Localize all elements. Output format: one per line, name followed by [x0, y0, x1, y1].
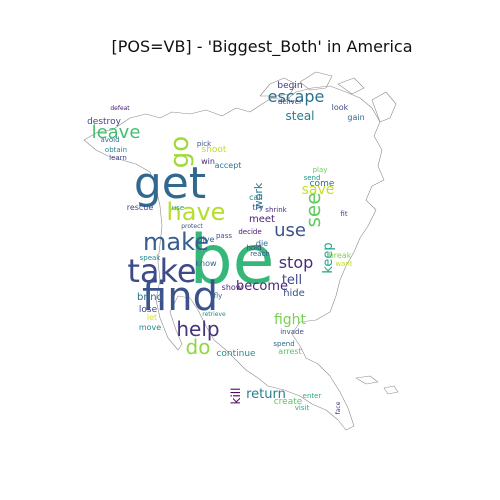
word-help: help — [176, 317, 219, 341]
word-break: break — [329, 251, 352, 260]
word-accept: accept — [215, 161, 242, 170]
chart-title: [POS=VB] - 'Biggest_Both' in America — [111, 37, 412, 57]
word-know: know — [195, 259, 217, 268]
word-move: move — [139, 323, 161, 332]
word-want: want — [335, 260, 352, 268]
word-decide: decide — [238, 228, 261, 236]
word-deliver: deliver — [278, 98, 302, 106]
word-face: face — [335, 401, 342, 414]
word-meet: meet — [249, 214, 275, 225]
word-escape: escape — [268, 87, 325, 106]
word-call: call — [249, 193, 263, 202]
word-fit: fit — [340, 210, 347, 218]
continent-outline — [83, 85, 385, 431]
word-look: look — [332, 103, 349, 112]
word-destroy: destroy — [87, 117, 121, 127]
word-begin: begin — [277, 81, 302, 91]
word-play: play — [313, 166, 328, 174]
word-return: return — [246, 387, 286, 402]
word-fight: fight — [274, 312, 307, 328]
arctic-island-3 — [337, 77, 365, 95]
word-obtain: obtain — [105, 146, 127, 154]
word-leave: leave — [92, 122, 141, 143]
word-fly: fly — [214, 292, 223, 300]
word-hide: hide — [283, 288, 305, 299]
word-protect: protect — [181, 223, 203, 230]
word-see: see — [301, 192, 325, 227]
word-arrest: arrest — [278, 347, 301, 356]
north-america-outline — [83, 71, 399, 431]
word-do: do — [186, 335, 211, 359]
word-steal: steal — [285, 109, 314, 123]
word-enter: enter — [303, 392, 322, 400]
word-keep: keep — [321, 242, 336, 273]
word-avoid: avoid — [100, 136, 119, 144]
word-go: go — [165, 136, 195, 168]
word-have: have — [167, 198, 226, 226]
arctic-island-2 — [299, 71, 333, 91]
word-hold: hold — [246, 244, 261, 252]
word-create: create — [274, 397, 303, 407]
word-get: get — [134, 158, 206, 209]
word-tell: tell — [282, 273, 302, 288]
arctic-island-1 — [259, 77, 297, 97]
word-gain: gain — [347, 113, 364, 122]
word-stop: stop — [279, 253, 314, 272]
word-become: become — [236, 279, 288, 294]
word-pick: pick — [197, 140, 212, 148]
word-rescue: rescue — [127, 203, 154, 212]
word-take: take — [127, 252, 196, 290]
word-let: let — [147, 313, 157, 322]
word-find: find — [142, 274, 218, 320]
word-visit: visit — [295, 404, 310, 412]
word-shrink: shrink — [265, 206, 287, 214]
word-defeat: defeat — [110, 105, 130, 112]
word-give: give — [198, 235, 215, 244]
word-send: send — [304, 174, 321, 182]
word-be: be — [190, 221, 275, 300]
word-use: use — [274, 220, 306, 241]
word-bring: bring — [137, 292, 163, 303]
word-lose: lose — [139, 305, 158, 315]
word-retrieve: retrieve — [202, 311, 226, 318]
greenland-edge — [371, 91, 397, 123]
word-shoot: shoot — [202, 145, 227, 155]
word-win: win — [201, 157, 215, 166]
word-show: show — [222, 283, 243, 292]
word-learn: learn — [109, 154, 127, 162]
word-pass: pass — [216, 232, 232, 240]
word-continue: continue — [216, 349, 256, 359]
word-spend: spend — [273, 340, 294, 348]
word-die: die — [256, 239, 268, 248]
word-invade: invade — [280, 328, 304, 336]
word-save: save — [302, 182, 335, 198]
word-work: work — [252, 182, 265, 209]
word-make: make — [143, 228, 209, 256]
word-use: use — [172, 204, 184, 212]
word-try: try — [252, 203, 263, 212]
word-speak: speak — [140, 254, 162, 262]
word-kill: kill — [229, 388, 243, 405]
caribbean-islands — [355, 375, 399, 395]
word-come: come — [310, 179, 335, 189]
word-reach: reach — [250, 250, 270, 258]
